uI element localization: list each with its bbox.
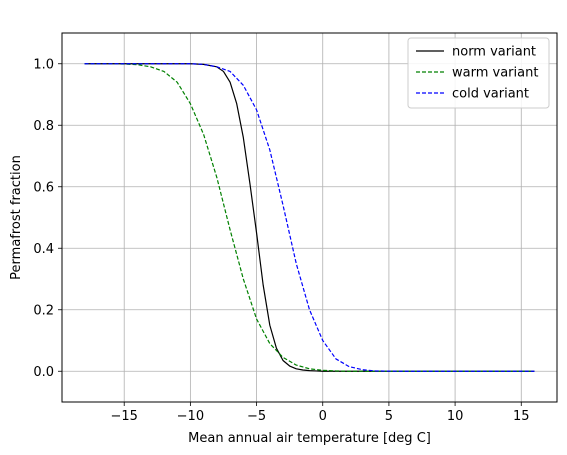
y-tick-label: 1.0 — [33, 57, 54, 72]
y-tick-label: 0.8 — [33, 119, 54, 134]
x-tick-label: 15 — [513, 409, 530, 424]
series-group — [84, 63, 535, 372]
ticks: −15 −10 −5 0 5 10 15 0.0 0.2 0.4 0.6 0.8 1.0 — [33, 57, 529, 424]
y-axis-label: Permafrost fraction — [9, 155, 24, 280]
series-line-norm-variant — [84, 63, 535, 372]
y-tick-label: 0.2 — [33, 303, 54, 318]
y-tick-label: 0.6 — [33, 180, 54, 195]
legend-box — [407, 37, 550, 109]
x-tick-label: 5 — [385, 409, 393, 424]
x-tick-label: −10 — [177, 409, 204, 424]
x-tick-label: −5 — [247, 409, 266, 424]
x-tick-label: −15 — [110, 409, 137, 424]
series-line-warm-variant — [84, 63, 535, 372]
x-tick-label: 0 — [319, 409, 327, 424]
x-axis-label: Mean annual air temperature [deg C] — [188, 431, 431, 446]
legend: norm variant warm variant cold variant — [407, 37, 550, 109]
x-tick-label: 10 — [447, 409, 464, 424]
grid — [62, 33, 557, 402]
legend-label: cold variant — [452, 87, 529, 102]
legend-label: warm variant — [452, 66, 538, 81]
y-tick-label: 0.0 — [33, 365, 54, 380]
y-tick-label: 0.4 — [33, 242, 54, 257]
legend-label: norm variant — [452, 45, 536, 60]
series-line-cold-variant — [84, 63, 535, 372]
plot-frame — [61, 32, 558, 403]
